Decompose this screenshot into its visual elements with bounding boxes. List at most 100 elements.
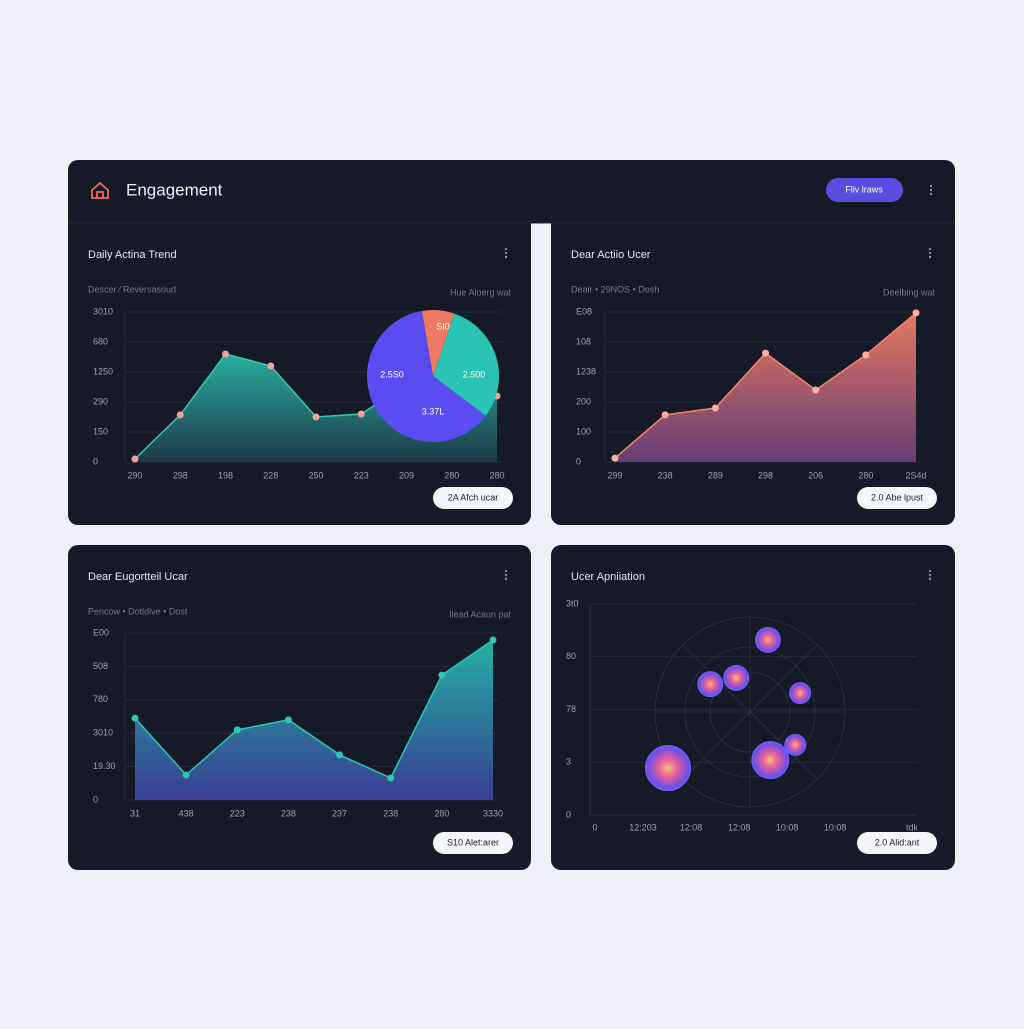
y-tick-label: E08 <box>576 306 592 316</box>
point <box>387 774 395 782</box>
point <box>267 362 275 370</box>
y-tick-label: 290 <box>93 396 108 406</box>
x-tick-label: 299 <box>607 470 622 480</box>
point <box>711 404 719 412</box>
x-tick-label: 12:203 <box>629 822 657 832</box>
x-tick-label: 31 <box>130 808 140 818</box>
line <box>134 639 494 779</box>
x-tick-label: 280 <box>434 808 449 818</box>
point <box>336 751 344 759</box>
gap <box>531 223 551 233</box>
badge <box>433 487 513 509</box>
x-tick-label: 280 <box>489 470 504 480</box>
panel-title: Dear Eugortteil Ucar <box>88 571 188 583</box>
pie-slice <box>433 313 499 416</box>
x-tick-label: 12:08 <box>680 822 703 832</box>
bubble <box>754 626 781 653</box>
pie-label: SI0 <box>436 321 450 331</box>
x-tick-label: 280 <box>858 470 873 480</box>
pie-slice <box>421 310 455 376</box>
panel-subtitle: Descer ⁄ Reversasoud <box>88 284 176 294</box>
x-tick-label: 206 <box>808 470 823 480</box>
menu-dot <box>928 569 932 573</box>
y-tick-label: 100 <box>576 426 591 436</box>
bubble <box>751 741 790 780</box>
menu-dots[interactable] <box>929 184 933 196</box>
x-tick-label: tdk <box>906 822 919 832</box>
menu-dot <box>504 247 508 251</box>
badge-label: S10 Alet:arer <box>447 837 499 847</box>
pie-label: 2.5S0 <box>380 369 404 379</box>
x-tick-label: 12:08 <box>728 822 751 832</box>
panel-title: Daily Actina Trend <box>88 249 177 261</box>
x-tick-label: 298 <box>173 470 188 480</box>
menu-dot <box>928 247 932 251</box>
point <box>762 349 769 357</box>
badge-label: 2.0 Alid:ant <box>875 837 920 847</box>
header-icon <box>91 181 109 199</box>
y-tick-label: 680 <box>93 336 108 346</box>
bubble <box>784 733 807 756</box>
point <box>233 726 241 734</box>
point <box>812 386 820 394</box>
x-tick-label: 228 <box>263 470 278 480</box>
pie-label: 2.500 <box>463 369 486 379</box>
polar-grid <box>654 616 846 808</box>
y-tick-label: 0 <box>93 794 98 804</box>
bubble <box>645 745 692 792</box>
bubble <box>723 664 750 691</box>
y-tick-label: E00 <box>93 627 109 637</box>
panel-subtitle: Pencow • Dotidive • Dost <box>88 606 188 616</box>
x-tick-label: 223 <box>230 808 245 818</box>
point <box>312 413 320 421</box>
x-tick-label: 10:08 <box>776 822 799 832</box>
y-tick-label: 3t0 <box>566 598 579 608</box>
x-tick-label: 298 <box>758 470 773 480</box>
pie-slice <box>367 310 486 443</box>
y-tick-label: 0 <box>566 809 571 819</box>
panel <box>551 545 955 870</box>
x-tick-label: 3330 <box>483 808 503 818</box>
point <box>661 411 669 419</box>
menu-dot <box>504 569 508 573</box>
bubble <box>789 682 812 705</box>
point <box>357 410 365 418</box>
menu-dot <box>928 251 932 255</box>
menu-dot <box>504 255 508 259</box>
panel-subtitle: Deair • 29NOS • Dosh <box>571 284 659 294</box>
panel-title: Dear Actiio Ucer <box>571 249 651 261</box>
filter-button[interactable] <box>826 178 903 202</box>
menu-dot <box>504 251 508 255</box>
header-title: Engagement <box>126 180 223 199</box>
x-tick-label: 238 <box>281 808 296 818</box>
menu-dot <box>504 573 508 577</box>
area <box>135 640 493 800</box>
y-tick-label: 108 <box>576 336 591 346</box>
x-tick-label: 280 <box>444 470 459 480</box>
pie-label: 3.37L <box>422 406 445 416</box>
panel-title: Ucer Apniiation <box>571 571 645 583</box>
corner-label: Ilead Acaun pat <box>449 609 512 619</box>
point <box>489 636 497 644</box>
x-tick-label: 198 <box>218 470 233 480</box>
y-tick-label: 19.30 <box>93 761 116 771</box>
y-tick-label: 3010 <box>93 306 113 316</box>
point <box>284 716 292 724</box>
x-tick-label: 209 <box>399 470 414 480</box>
badge <box>433 832 513 854</box>
y-tick-label: 780 <box>93 694 108 704</box>
y-tick-label: 3 <box>566 757 571 767</box>
badge <box>857 487 937 509</box>
x-tick-label: 238 <box>383 808 398 818</box>
point <box>222 350 229 358</box>
filter-button-label[interactable]: Fliv lraws <box>845 184 883 194</box>
x-tick-label: 10:08 <box>824 822 847 832</box>
corner-label: Hue Aloerg wat <box>450 287 512 297</box>
x-tick-label: 438 <box>179 808 194 818</box>
menu-dot <box>504 577 508 581</box>
corner-label: Deelbing wat <box>883 287 936 297</box>
badge <box>857 832 937 854</box>
y-tick-label: 200 <box>576 396 591 406</box>
point <box>176 411 184 419</box>
x-tick-label: 290 <box>127 470 142 480</box>
